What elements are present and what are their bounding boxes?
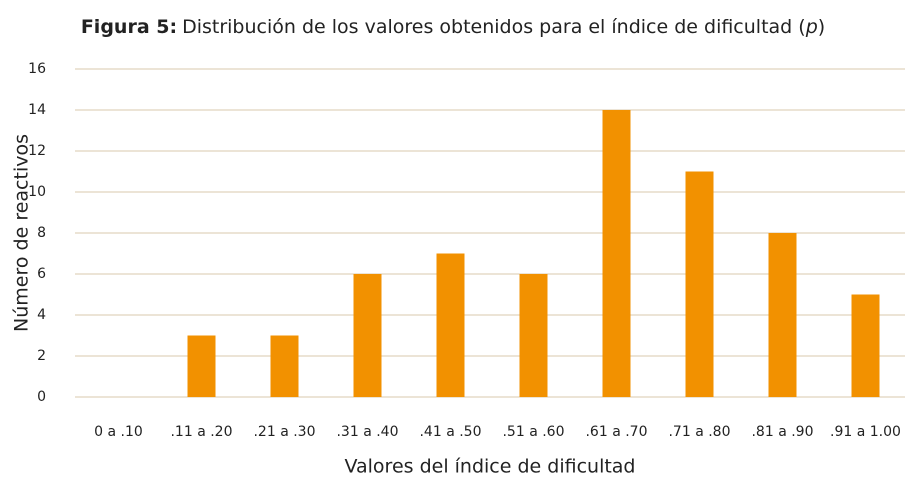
y-tick-label: 0 [37, 389, 46, 405]
bar [187, 335, 216, 397]
y-tick-label: 4 [37, 307, 46, 323]
x-tick-label: .41 a .50 [419, 424, 481, 440]
y-tick-label: 16 [28, 61, 46, 77]
title-symbol: p [805, 16, 818, 38]
x-tick-label: .11 a .20 [170, 424, 232, 440]
x-tick-label: .61 a .70 [585, 424, 647, 440]
bar [270, 335, 299, 397]
bar [519, 274, 548, 397]
chart-title: Figura 5: Distribución de los valores obt… [81, 16, 825, 38]
x-tick-label: .51 a .60 [502, 424, 564, 440]
bar [685, 171, 714, 397]
bar [768, 233, 797, 397]
title-label: Figura 5: [81, 16, 177, 38]
bar [353, 274, 382, 397]
x-tick-label: 0 a .10 [94, 424, 143, 440]
title-text: Distribución de los valores obtenidos pa… [182, 16, 806, 38]
bar [851, 294, 880, 397]
x-tick-label: .81 a .90 [751, 424, 813, 440]
bar [436, 253, 465, 397]
bar [602, 110, 631, 397]
title-close: ) [818, 16, 825, 38]
x-axis-title: Valores del índice de dificultad [344, 456, 635, 478]
y-tick-label: 6 [37, 266, 46, 282]
y-tick-label: 10 [28, 184, 46, 200]
y-tick-label: 14 [28, 102, 46, 118]
x-tick-label: .71 a .80 [668, 424, 730, 440]
y-axis-title: Número de reactivos [11, 134, 33, 332]
x-tick-label: .31 a .40 [336, 424, 398, 440]
y-tick-label: 8 [37, 225, 46, 241]
y-tick-label: 12 [28, 143, 46, 159]
y-tick-label: 2 [37, 348, 46, 364]
x-tick-label: .91 a 1.00 [830, 424, 901, 440]
x-tick-label: .21 a .30 [253, 424, 315, 440]
